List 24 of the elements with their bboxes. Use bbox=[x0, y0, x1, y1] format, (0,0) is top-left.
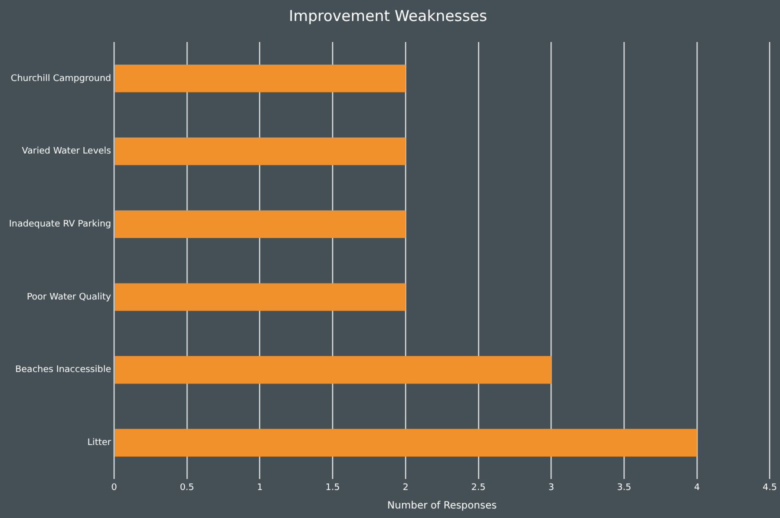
bar bbox=[114, 428, 697, 457]
x-tick-label: 2.5 bbox=[471, 482, 486, 493]
y-tick-label: Poor Water Quality bbox=[26, 292, 112, 302]
bar bbox=[114, 356, 552, 384]
x-tick-label: 4 bbox=[694, 482, 700, 493]
y-tick-label: Litter bbox=[87, 438, 112, 448]
bar bbox=[114, 210, 406, 238]
bar bbox=[114, 283, 406, 311]
y-tick-label: Varied Water Levels bbox=[22, 146, 112, 157]
x-tick-label: 1 bbox=[256, 482, 263, 493]
x-tick-label: 3 bbox=[548, 482, 554, 493]
y-tick-label: Inadequate RV Parking bbox=[8, 220, 112, 230]
y-tick-label: Churchill Campground bbox=[10, 74, 112, 84]
x-tick-label: 0 bbox=[111, 482, 118, 493]
x-tick-label: 4.5 bbox=[762, 482, 778, 493]
x-tick-label: 1.5 bbox=[326, 482, 340, 493]
y-tick-label: Beaches Inaccessible bbox=[15, 365, 112, 376]
x-tick-label: 3.5 bbox=[616, 482, 632, 493]
x-axis-title: Number of Responses bbox=[387, 500, 497, 512]
bar bbox=[114, 137, 406, 166]
chart-title: Improvement Weaknesses bbox=[288, 6, 488, 25]
bar bbox=[114, 64, 406, 92]
x-tick-label: 0.5 bbox=[180, 482, 194, 493]
x-tick-label: 2 bbox=[402, 482, 408, 493]
